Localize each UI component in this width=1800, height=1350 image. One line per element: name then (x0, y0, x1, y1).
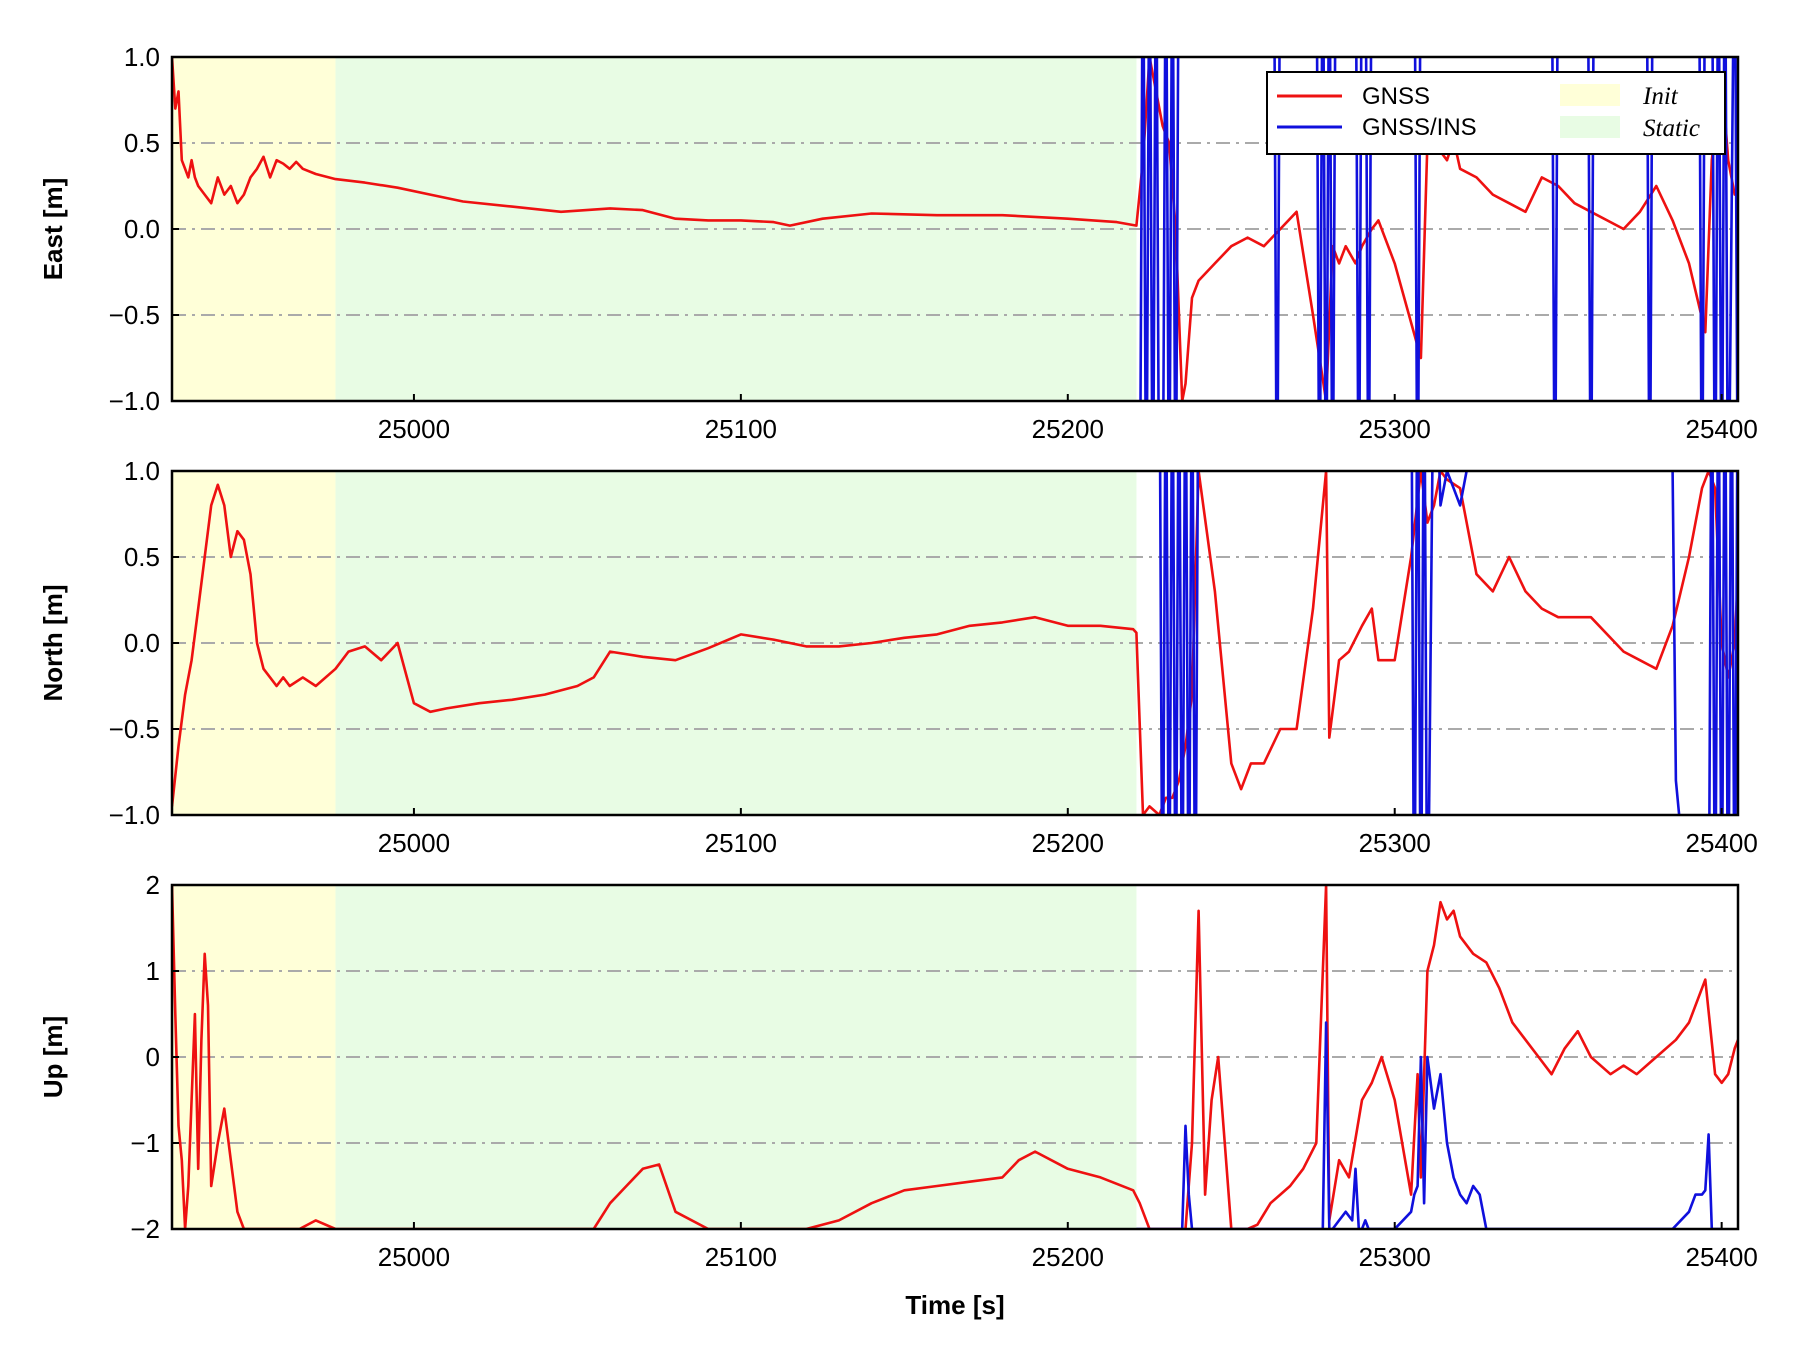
x-tick-label: 25100 (705, 414, 777, 444)
y-tick-label: −0.5 (109, 714, 160, 744)
legend-label-static: Static (1643, 115, 1700, 142)
y-tick-label: 0.5 (124, 542, 160, 572)
y-axis-label-east: East [m] (38, 178, 68, 281)
x-tick-label: 25200 (1032, 1242, 1104, 1272)
y-tick-label: 2 (146, 870, 160, 900)
x-tick-label: 25000 (378, 828, 450, 858)
panel-east: −1.0 −0.5 0.0 0.5 1.0 25000 25100 25200 25300 254… (38, 42, 1758, 444)
x-tick-label: 25400 (1685, 1242, 1757, 1272)
series-gnss-line (172, 57, 1738, 401)
y-tick-label: −1.0 (109, 386, 160, 416)
panel-up: −2 −1 0 1 2 25000 25100 25200 25300 25400 Up [m] (38, 870, 1758, 1272)
legend-swatch-init (1560, 84, 1620, 106)
legend-label-gnss: GNSS (1362, 83, 1430, 110)
y-axis-label-north: North [m] (38, 585, 68, 702)
series-gnss-ins-line (1136, 1021, 1722, 1229)
panel-north: −1.0 −0.5 0.0 0.5 1.0 25000 25100 25200 25300 254… (38, 456, 1758, 858)
y-tick-label: −1 (130, 1128, 160, 1158)
x-tick-label: 25200 (1032, 414, 1104, 444)
x-tick-label: 25300 (1359, 414, 1431, 444)
x-tick-label: 25100 (705, 1242, 777, 1272)
y-tick-label: −0.5 (109, 300, 160, 330)
y-tick-label: −2 (130, 1214, 160, 1244)
x-tick-label: 25400 (1685, 414, 1757, 444)
x-tick-label: 25000 (378, 1242, 450, 1272)
series-group (172, 57, 1738, 401)
y-tick-label: 1.0 (124, 42, 160, 72)
x-tick-label: 25300 (1359, 1242, 1431, 1272)
y-tick-label: 0.0 (124, 214, 160, 244)
series-group (172, 471, 1738, 815)
legend-swatch-static (1560, 116, 1620, 138)
y-tick-label: 0.5 (124, 128, 160, 158)
x-tick-label: 25300 (1359, 828, 1431, 858)
x-tick-label: 25000 (378, 414, 450, 444)
series-group (172, 885, 1738, 1229)
x-tick-label: 25200 (1032, 828, 1104, 858)
x-tick-label: 25400 (1685, 828, 1757, 858)
y-tick-label: −1.0 (109, 800, 160, 830)
legend-label-init: Init (1642, 83, 1679, 110)
y-tick-label: 0.0 (124, 628, 160, 658)
legend-label-gnss-ins: GNSS/INS (1362, 114, 1477, 141)
x-tick-label: 25100 (705, 828, 777, 858)
y-tick-label: 0 (146, 1042, 160, 1072)
series-gnss-line (172, 885, 1738, 1229)
legend: GNSS GNSS/INS Init Static (1266, 71, 1726, 155)
y-axis-label-up: Up [m] (38, 1016, 68, 1098)
y-tick-label: 1.0 (124, 456, 160, 486)
x-axis-label: Time [s] (905, 1290, 1004, 1320)
y-tick-label: 1 (146, 956, 160, 986)
series-gnss-line (172, 471, 1738, 815)
series-gnss-ins-line (1158, 471, 1738, 815)
